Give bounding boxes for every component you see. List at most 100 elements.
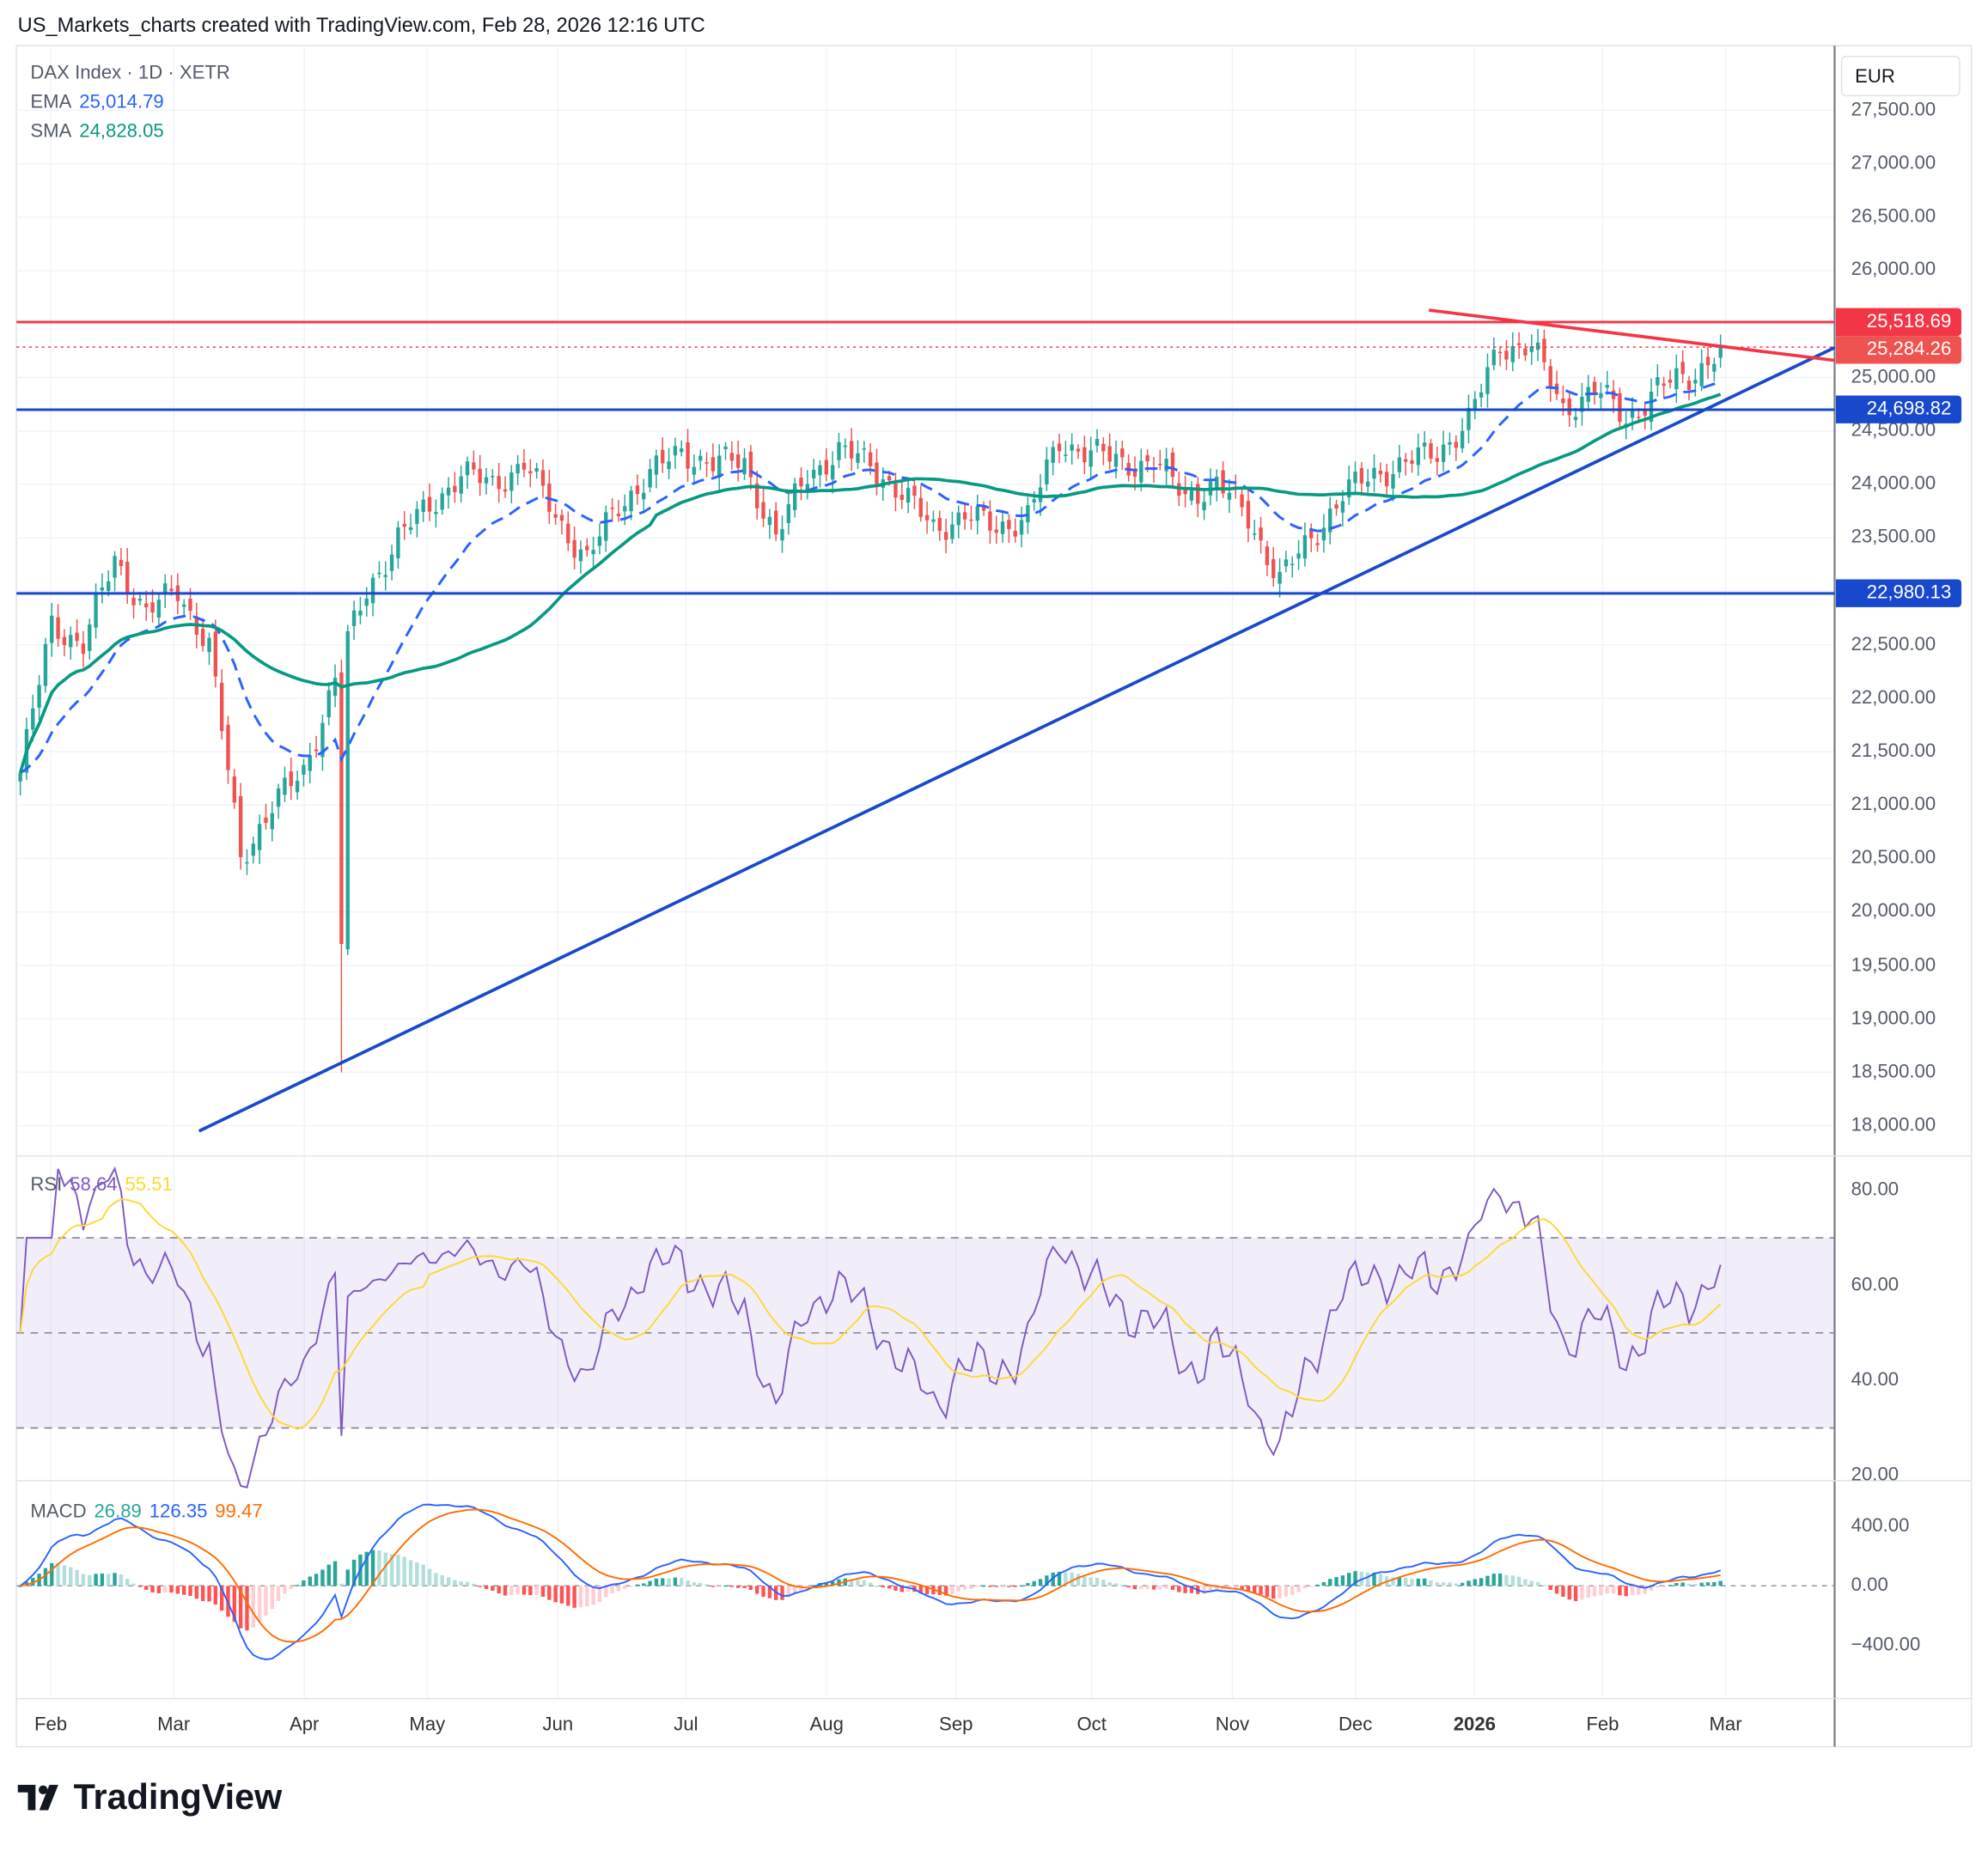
candle-body: [276, 789, 281, 807]
macd-histogram-bar: [1113, 1583, 1119, 1586]
candle-body: [553, 514, 558, 518]
candle-body: [540, 470, 546, 486]
macd-histogram-bar: [1473, 1579, 1477, 1586]
candle-body: [654, 455, 659, 475]
macd-histogram-bar: [1504, 1574, 1509, 1586]
candle-body: [528, 471, 533, 474]
macd-histogram-bar: [1510, 1575, 1515, 1586]
time-axis-label: Feb: [34, 1714, 68, 1736]
macd-histogram-bar: [591, 1586, 595, 1605]
macd-histogram-bar: [144, 1586, 149, 1590]
candle-body: [137, 599, 143, 601]
macd-histogram-bar: [635, 1584, 640, 1586]
macd-histogram-bar: [1132, 1586, 1137, 1590]
macd-histogram-bar: [1070, 1572, 1074, 1586]
time-axis-label: Feb: [1586, 1714, 1619, 1736]
candle-body: [50, 615, 54, 643]
candle-body: [62, 636, 67, 645]
candle-body: [245, 862, 249, 864]
candle-body: [339, 672, 344, 945]
candle-body: [824, 460, 829, 475]
candle-body: [364, 598, 369, 606]
candle-body: [1045, 460, 1049, 484]
macd-signal-line: [20, 1508, 1721, 1643]
candle-body: [308, 755, 312, 771]
macd-histogram-bar: [509, 1586, 514, 1596]
currency-selector[interactable]: EUR: [1840, 55, 1961, 97]
time-axis-label: Oct: [1076, 1714, 1107, 1736]
candle-body: [692, 466, 697, 475]
macd-histogram-bar: [326, 1564, 331, 1586]
macd-histogram-bar: [597, 1586, 602, 1602]
macd-histogram-bar: [755, 1586, 759, 1594]
candle-body: [289, 771, 293, 787]
macd-histogram-bar: [1668, 1585, 1673, 1586]
candle-body: [1070, 444, 1074, 451]
macd-histogram-bar: [1391, 1577, 1395, 1586]
macd-histogram-bar: [1120, 1585, 1125, 1586]
candle-body: [1007, 520, 1011, 529]
macd-histogram-bar: [69, 1567, 73, 1586]
candle-body: [43, 643, 48, 686]
candle-body: [1340, 501, 1345, 513]
rsi-axis-label: 20.00: [1851, 1464, 1900, 1486]
rsi-axis-label: 60.00: [1851, 1274, 1900, 1296]
candle-body: [906, 488, 911, 503]
time-axis-label: Aug: [809, 1714, 844, 1736]
macd-histogram-bar: [950, 1586, 954, 1594]
candle-body: [572, 539, 576, 558]
macd-histogram-bar: [1208, 1586, 1213, 1592]
candle-body: [1378, 470, 1383, 475]
macd-histogram-bar: [75, 1569, 79, 1586]
candle-body: [1454, 441, 1458, 448]
macd-histogram-bar: [1064, 1572, 1068, 1586]
candle-body: [868, 452, 873, 466]
candle-body: [478, 468, 482, 484]
time-axis-label: May: [409, 1714, 446, 1736]
price-axis-label: 20,500.00: [1851, 847, 1936, 869]
tradingview-logo[interactable]: TradingView: [17, 1777, 283, 1818]
macd-histogram-bar: [1259, 1586, 1263, 1595]
macd-histogram-bar: [314, 1574, 319, 1586]
macd-histogram-bar: [881, 1586, 885, 1588]
candle-body: [69, 635, 73, 648]
macd-histogram-bar: [1082, 1576, 1087, 1586]
candle-body: [219, 682, 224, 732]
macd-histogram-bar: [1278, 1586, 1282, 1599]
macd-histogram-bar: [1347, 1573, 1351, 1586]
macd-histogram-bar: [1429, 1580, 1433, 1586]
candle-body: [604, 512, 608, 541]
rsi-legend: RSI 58.64 55.51: [30, 1174, 172, 1196]
macd-histogram-bar: [748, 1586, 753, 1591]
candle-body: [1145, 454, 1150, 462]
macd-histogram-bar: [642, 1583, 646, 1586]
price-tag-value: 25,518.69: [1866, 310, 1952, 332]
time-axis-label: Apr: [289, 1714, 320, 1736]
candle-body: [635, 485, 640, 495]
candle-body: [1132, 470, 1137, 477]
macd-histogram-bar: [673, 1577, 678, 1586]
candle-body: [1038, 487, 1043, 502]
candle-body: [257, 824, 262, 850]
macd-histogram-bar: [1448, 1582, 1452, 1586]
macd-histogram-bar: [181, 1586, 186, 1595]
candle-body: [232, 776, 237, 803]
macd-histogram-bar: [1315, 1584, 1320, 1586]
macd-histogram-bar: [125, 1579, 130, 1586]
macd-histogram-bar: [497, 1586, 501, 1594]
macd-histogram-bar: [1441, 1582, 1446, 1586]
candle-body: [698, 455, 703, 461]
macd-histogram-bar: [1403, 1577, 1408, 1586]
candle-body: [780, 528, 784, 541]
time-axis-label: Jun: [542, 1714, 574, 1736]
candle-body: [1497, 351, 1503, 354]
macd-histogram-bar: [200, 1586, 205, 1602]
candle-body: [1082, 447, 1087, 463]
candle-body: [188, 599, 192, 612]
macd-histogram-bar: [830, 1581, 835, 1586]
macd-histogram-bar: [856, 1580, 860, 1586]
macd-histogram-bar: [837, 1579, 841, 1586]
price-tag: 25,518.69: [1835, 307, 1962, 337]
macd-histogram-bar: [440, 1574, 444, 1586]
